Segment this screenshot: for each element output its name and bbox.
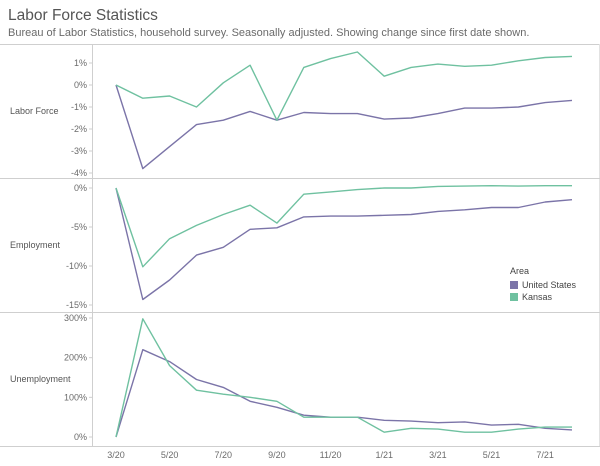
y-tick-labor-force-5: -4% [71,168,87,178]
y-tick-unemployment-0: 300% [64,313,87,323]
x-tick-2: 7/20 [215,450,233,460]
x-tick-3: 9/20 [268,450,286,460]
series-line-labor-force-united-states [115,84,573,170]
x-tick-7: 5/21 [483,450,501,460]
panel-label-labor-force: Labor Force [10,106,59,116]
legend-item-kansas[interactable]: Kansas [510,291,576,303]
series-line-unemployment-kansas [115,318,572,438]
legend-item-united-states[interactable]: United States [510,279,576,291]
y-tick-labor-force-2: -1% [71,102,87,112]
y-tick-employment-3: -15% [66,300,87,310]
y-tick-unemployment-1: 200% [64,353,87,363]
x-tick-8: 7/21 [536,450,554,460]
x-tick-1: 5/20 [161,450,179,460]
y-tick-labor-force-0: 1% [74,58,87,68]
chart-title: Labor Force Statistics [8,7,158,24]
x-tick-5: 1/21 [375,450,393,460]
x-tick-0: 3/20 [107,450,125,460]
y-tick-employment-1: -5% [71,222,87,232]
legend-title: Area [510,266,530,276]
series-line-employment-united-states [115,187,573,301]
y-tick-labor-force-3: -2% [71,124,87,134]
y-tick-employment-0: 0% [74,183,87,193]
y-tick-unemployment-3: 0% [74,432,87,442]
legend-swatch-kansas [510,293,518,301]
chart-subtitle: Bureau of Labor Statistics, household su… [8,27,530,39]
y-tick-labor-force-1: 0% [74,80,87,90]
x-tick-4: 11/20 [320,450,342,460]
y-tick-labor-force-4: -3% [71,146,87,156]
series-line-unemployment-united-states [115,349,573,438]
panel-label-unemployment: Unemployment [10,374,71,384]
legend-label-united-states: United States [522,280,577,290]
y-tick-unemployment-2: 100% [64,392,87,402]
series-line-labor-force-kansas [115,51,573,121]
series-line-employment-kansas [115,184,572,268]
panel-label-employment: Employment [10,240,61,250]
x-tick-6: 3/21 [429,450,447,460]
legend-label-kansas: Kansas [522,292,553,302]
legend[interactable]: Area United States Kansas [510,266,576,303]
legend-swatch-united-states [510,281,518,289]
y-tick-employment-2: -10% [66,261,87,271]
